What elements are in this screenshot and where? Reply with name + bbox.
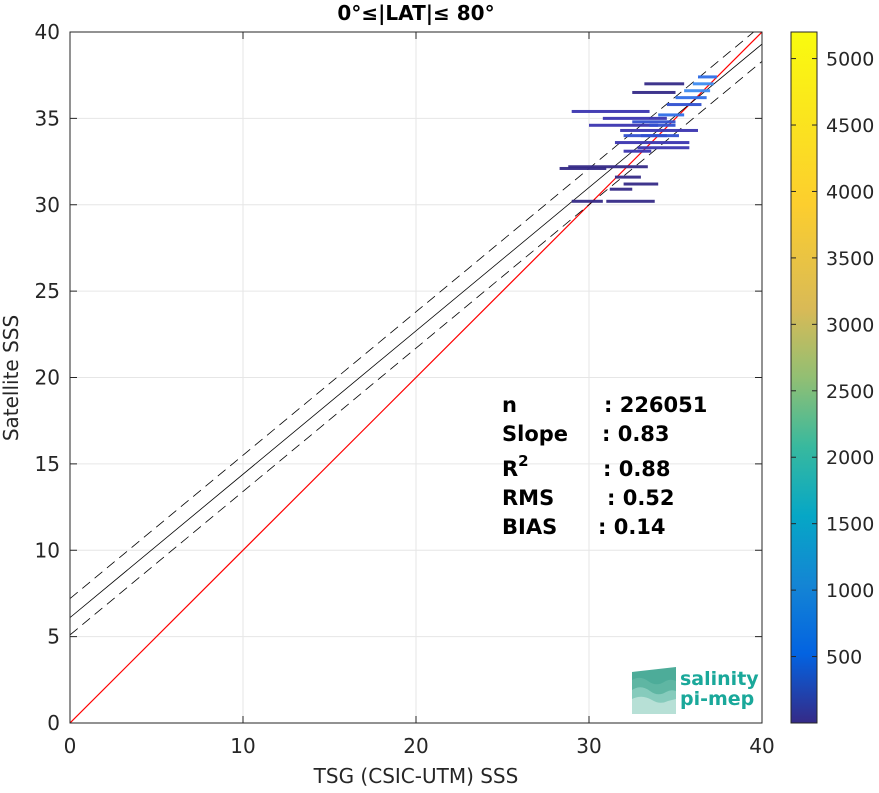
y-tick-label: 5 [47,625,60,649]
y-tick-label: 25 [35,279,60,303]
density-bin [614,141,690,145]
colorbar-tick-label: 2000 [826,447,874,469]
density-bin [666,103,702,107]
density-bin [675,96,707,100]
colorbar: 500 1000 1500 2000 2500 3000 3500 4000 4500 5000 [790,31,874,724]
colorbar-tick-label: 4000 [826,181,874,203]
x-axis-ticks: 0 10 20 30 40 [64,32,775,758]
density-bin [623,149,652,153]
density-bin [640,134,667,138]
y-tick-label: 35 [35,106,60,130]
y-tick-label: 20 [35,366,60,390]
stats-value: : 0.14 [598,515,666,539]
density-bin [649,123,676,127]
density-bin [658,113,685,117]
logo-text-line1: salinity [680,668,759,690]
density-bin [609,187,633,191]
x-tick-label: 0 [64,734,77,758]
colorbar-tick-label: 1500 [826,514,874,536]
density-bin [606,199,655,203]
stats-label: BIAS [502,515,557,539]
density-bin [684,89,711,93]
salinity-logo: salinity pi-mep [632,667,759,714]
regression-line [70,43,762,618]
stats-label: RMS [502,486,554,510]
density-bin [568,165,648,169]
regression-upper-bound [70,32,755,599]
y-tick-label: 40 [35,20,60,44]
chart-title: 0°≤|LAT|≤ 80° [337,1,494,25]
colorbar-tick-label: 1000 [826,580,874,602]
stats-value: : 0.83 [602,422,670,446]
stats-label: Slope [502,422,568,446]
y-tick-label: 10 [35,538,60,562]
density-bin [589,123,659,127]
logo-text-line2: pi-mep [680,688,754,710]
density-bin [623,182,659,186]
y-tick-label: 30 [35,193,60,217]
stats-label: n [502,393,517,417]
colorbar-tick-label: 3000 [826,314,874,336]
x-tick-label: 10 [230,734,255,758]
density-bin [602,116,667,120]
density-bin [614,175,641,179]
x-tick-label: 40 [749,734,774,758]
y-tick-label: 15 [35,452,60,476]
density-bin [697,75,718,79]
stats-value: : 0.52 [607,486,675,510]
stats-value: : 0.88 [603,457,671,481]
colorbar-tick-label: 4500 [826,115,874,137]
density-points [559,75,718,203]
wave-logo-icon [632,667,676,714]
x-axis-label: TSG (CSIC-UTM) SSS [313,764,519,788]
density-bin [559,166,607,170]
regression-lower-bound [70,61,762,636]
y-axis-ticks: 0 5 10 15 20 25 30 35 40 [35,20,762,735]
colorbar-tick-label: 5000 [826,49,874,71]
density-bin [644,82,685,86]
density-bin [637,146,690,150]
colorbar-tick-label: 3500 [826,248,874,270]
colorbar-tick-label: 2500 [826,381,874,403]
colorbar-gradient [790,31,818,724]
density-bin [692,82,714,86]
colorbar-ticks: 500 1000 1500 2000 2500 3000 3500 4000 4500 5000 [791,49,874,669]
stats-value: : 226051 [604,393,707,417]
x-tick-label: 30 [576,734,601,758]
density-bin [620,128,698,132]
x-tick-label: 20 [403,734,428,758]
density-bin [571,109,650,113]
colorbar-tick-label: 500 [826,647,862,669]
density-bin [571,199,603,203]
y-tick-label: 0 [47,711,60,735]
density-bin [632,120,676,124]
density-bin [632,90,676,94]
y-axis-label: Satellite SSS [0,315,23,441]
